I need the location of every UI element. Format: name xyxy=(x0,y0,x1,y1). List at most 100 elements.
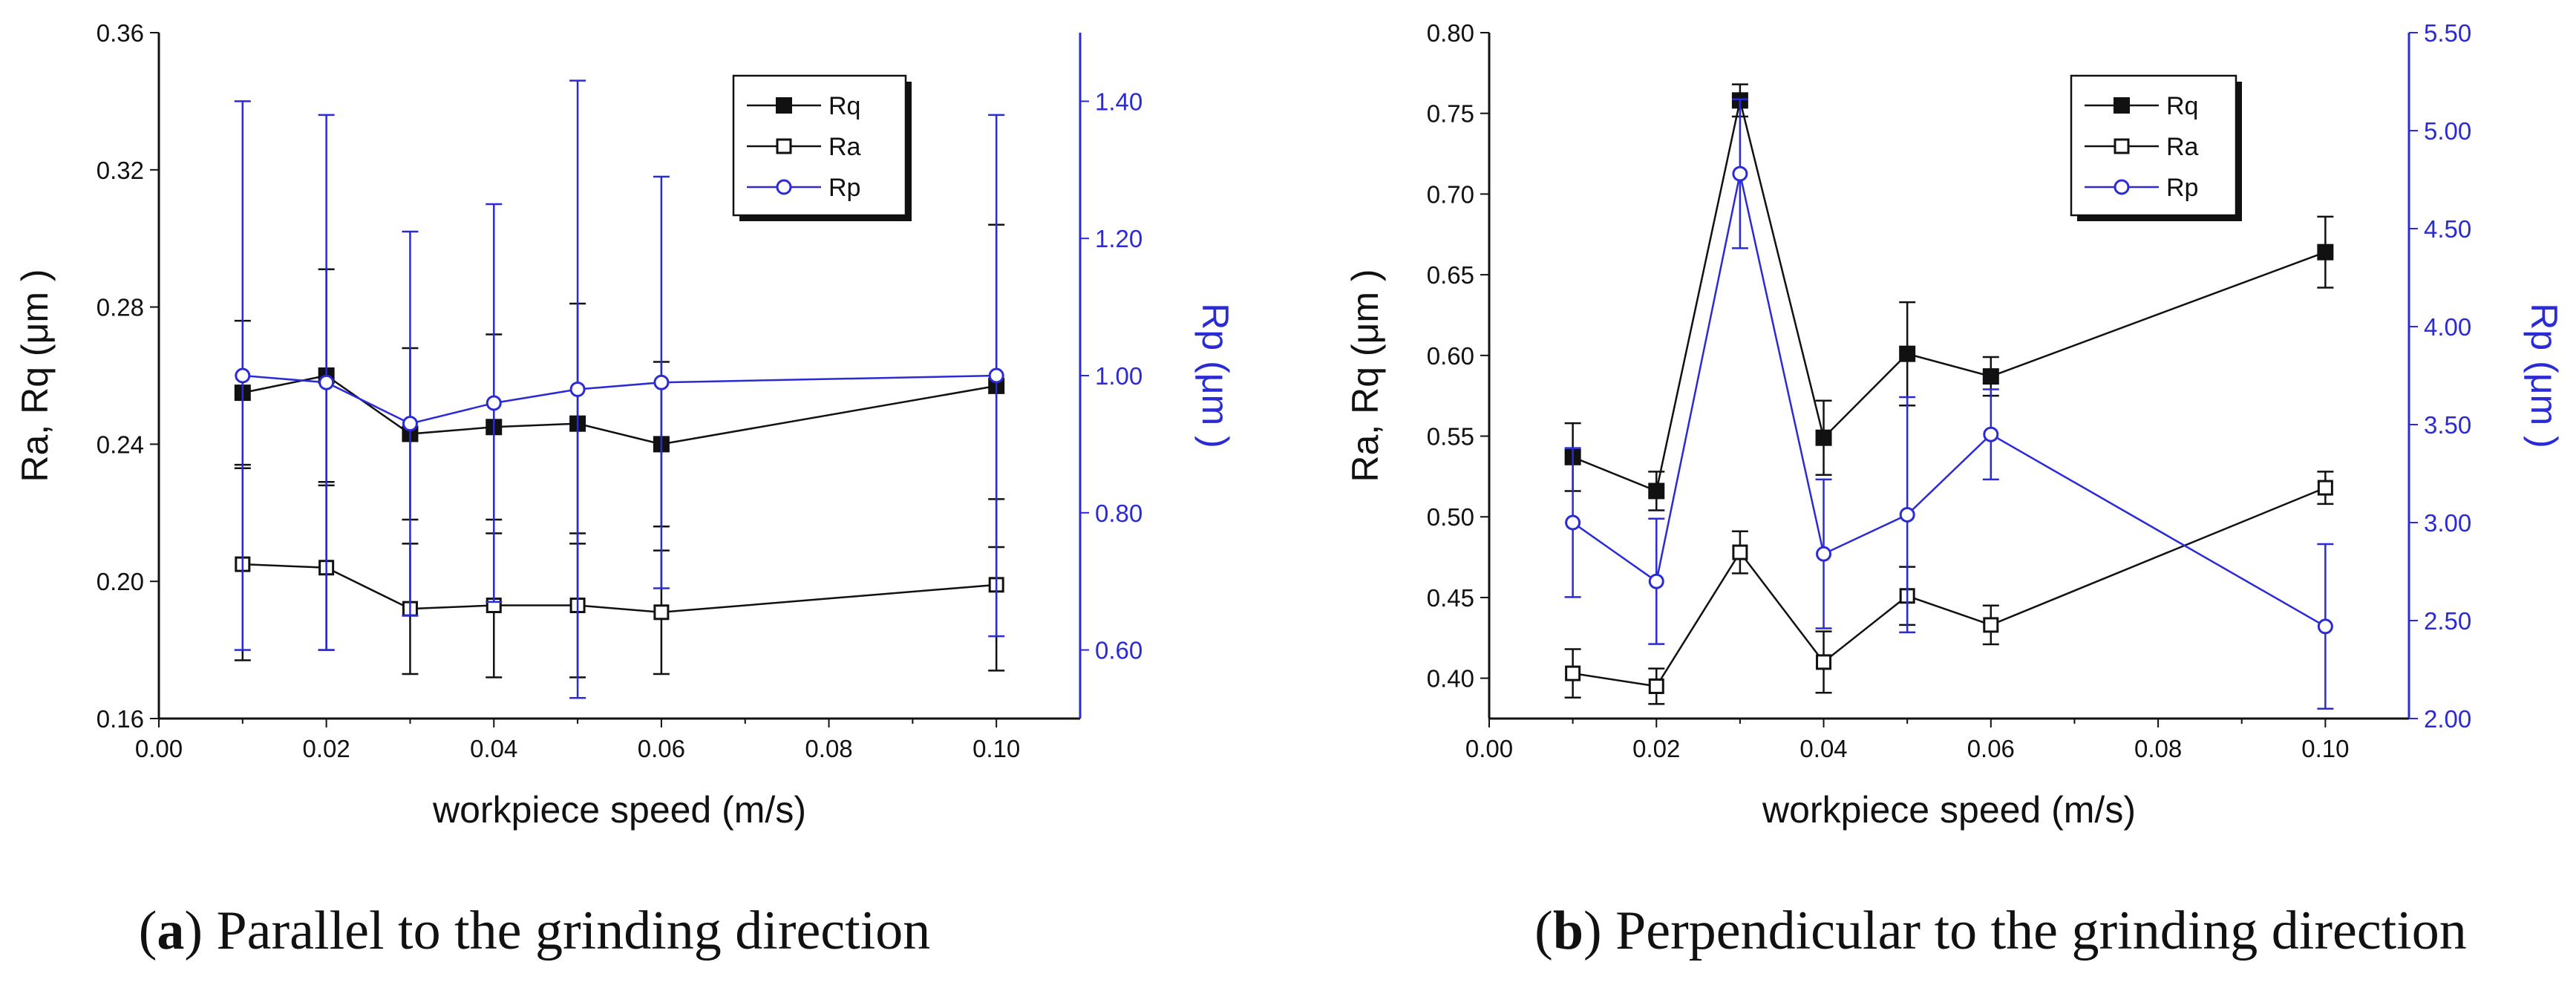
y-tick-label: 0.55 xyxy=(1427,423,1474,451)
y2-tick-label: 0.80 xyxy=(1095,500,1142,527)
y-axis-label: Ra, Rq (μm ) xyxy=(14,269,56,482)
data-point xyxy=(653,604,670,621)
y-tick-label: 0.45 xyxy=(1427,584,1474,612)
data-point xyxy=(1732,166,1748,182)
y-tick-label: 0.65 xyxy=(1427,261,1474,289)
series-ra xyxy=(1564,471,2334,705)
legend-marker xyxy=(776,97,792,114)
x-tick-label: 0.04 xyxy=(1799,735,1847,762)
y2-tick-label: 3.00 xyxy=(2424,509,2471,537)
caption-b: (b) Perpendicular to the grinding direct… xyxy=(1534,900,2467,961)
y-tick-label: 0.75 xyxy=(1427,100,1474,128)
y2-tick-label: 5.50 xyxy=(2424,19,2471,47)
y-tick-label: 0.24 xyxy=(97,431,144,458)
x-tick-label: 0.02 xyxy=(1632,735,1680,762)
y2-tick-label: 1.00 xyxy=(1095,362,1142,390)
caption-b-letter: b xyxy=(1553,900,1583,961)
data-point xyxy=(402,416,418,432)
data-point xyxy=(235,367,251,384)
data-point xyxy=(1816,546,1832,562)
y2-axis-label: Rp (μm ) xyxy=(2523,303,2565,448)
legend-label: Ra xyxy=(2166,133,2199,161)
y2-tick-label: 4.50 xyxy=(2424,215,2471,243)
series-line xyxy=(242,563,997,614)
chart-panel-a: 0.00 0.02 0.04 0.06 0.08 0.10 0.16 0.20 0.24 0.28… xyxy=(14,19,1236,831)
caption-a: (a) Parallel to the grinding direction xyxy=(139,900,931,961)
data-point xyxy=(1899,345,1916,362)
caption-b-prefix: ( xyxy=(1534,900,1553,961)
series-rp xyxy=(234,79,1005,699)
series-line xyxy=(242,374,997,425)
caption-a-letter: a xyxy=(157,900,184,961)
data-point xyxy=(2317,618,2333,635)
legend-marker xyxy=(2114,97,2130,114)
y2-tick-label: 1.40 xyxy=(1095,88,1142,115)
chart-panel-b: 0.00 0.02 0.04 0.06 0.08 0.10 0.40 0.45 0.50 0.55… xyxy=(1344,19,2565,831)
y-tick-label: 0.36 xyxy=(97,19,144,47)
y-tick-label: 0.28 xyxy=(97,294,144,321)
y-tick-label: 0.80 xyxy=(1427,19,1474,47)
legend-label: Rq xyxy=(828,92,860,120)
y2-tick-label: 0.60 xyxy=(1095,637,1142,664)
x-tick-label: 0.00 xyxy=(135,735,183,762)
caption-a-text: ) Parallel to the grinding direction xyxy=(184,900,930,961)
x-axis-label: workpiece speed (m/s) xyxy=(1762,789,2136,831)
data-point xyxy=(1565,514,1581,531)
legend-label: Rp xyxy=(828,174,860,202)
data-point xyxy=(1648,573,1664,589)
data-point xyxy=(2317,243,2334,261)
y2-tick-label: 4.00 xyxy=(2424,313,2471,341)
x-tick-label: 0.08 xyxy=(805,735,852,762)
legend-label: Ra xyxy=(828,133,861,161)
y2-tick-label: 5.00 xyxy=(2424,117,2471,145)
x-tick-label: 0.10 xyxy=(972,735,1020,762)
legend-marker xyxy=(776,138,792,154)
x-tick-label: 0.02 xyxy=(303,735,350,762)
y-tick-label: 0.40 xyxy=(1427,665,1474,693)
y2-tick-label: 1.20 xyxy=(1095,225,1142,252)
series-line xyxy=(1572,173,2326,628)
data-point xyxy=(1648,482,1665,500)
caption-a-prefix: ( xyxy=(139,900,157,961)
y2-tick-label: 2.50 xyxy=(2424,607,2471,635)
y-tick-label: 0.32 xyxy=(97,157,144,184)
data-point xyxy=(2317,480,2333,496)
series-ra xyxy=(234,467,1005,678)
y-tick-label: 0.20 xyxy=(97,568,144,595)
legend-marker xyxy=(2114,179,2130,195)
data-point xyxy=(318,374,335,390)
x-tick-label: 0.08 xyxy=(2134,735,2182,762)
x-tick-label: 0.04 xyxy=(470,735,517,762)
y2-tick-label: 2.00 xyxy=(2424,705,2471,733)
data-point xyxy=(1732,544,1748,560)
data-point xyxy=(988,367,1004,384)
y-tick-label: 0.70 xyxy=(1427,180,1474,208)
y2-tick-label: 3.50 xyxy=(2424,411,2471,439)
y-tick-label: 0.60 xyxy=(1427,342,1474,370)
x-tick-label: 0.06 xyxy=(1967,735,2015,762)
data-point xyxy=(1983,617,1999,633)
y-axis-label: Ra, Rq (μm ) xyxy=(1344,269,1386,482)
caption-b-text: ) Perpendicular to the grinding directio… xyxy=(1583,900,2467,961)
x-axis-label: workpiece speed (m/s) xyxy=(432,789,806,831)
data-point xyxy=(1816,654,1832,670)
x-tick-label: 0.10 xyxy=(2301,735,2349,762)
y-tick-label: 0.50 xyxy=(1427,503,1474,531)
data-point xyxy=(653,374,670,390)
x-tick-label: 0.00 xyxy=(1465,735,1513,762)
legend: Rq Ra Rp xyxy=(732,74,912,221)
data-point xyxy=(1982,368,1999,385)
data-point xyxy=(1899,506,1915,523)
data-point xyxy=(1565,665,1581,681)
legend-label: Rp xyxy=(2166,174,2198,202)
series-line xyxy=(1572,486,2326,687)
y-tick-label: 0.16 xyxy=(97,705,144,733)
data-point xyxy=(486,395,502,411)
y2-axis-label: Rp (μm ) xyxy=(1194,303,1236,448)
legend-marker xyxy=(776,179,792,195)
series-rp xyxy=(1564,98,2334,710)
data-point xyxy=(1983,426,1999,442)
legend-marker xyxy=(2114,138,2130,154)
x-tick-label: 0.06 xyxy=(638,735,685,762)
